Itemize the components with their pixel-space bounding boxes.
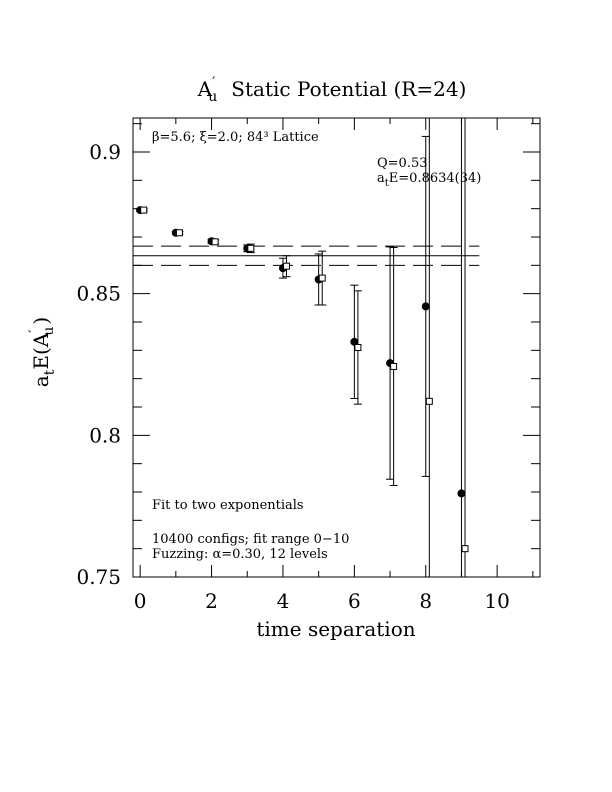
data-point-square xyxy=(140,206,148,214)
data-point-circle xyxy=(350,337,359,346)
data-points xyxy=(136,117,469,577)
y-tick-label: 0.75 xyxy=(76,565,121,589)
data-point-square xyxy=(283,262,291,270)
data-point-square xyxy=(318,274,326,282)
lattice-annotation: β=5.6; ξ=2.0; 84³ Lattice xyxy=(152,130,319,145)
chart-title: A′ u Static Potential (R=24) xyxy=(197,75,467,105)
x-tick-label: 8 xyxy=(419,589,432,613)
data-point-square xyxy=(390,362,398,370)
y-tick-label: 0.85 xyxy=(76,282,121,306)
x-tick-label: 2 xyxy=(205,589,218,613)
fit-band xyxy=(133,245,480,266)
x-tick-label: 4 xyxy=(277,589,290,613)
axis-ticks: 0 2 4 6 8 10 0.75 0.8 0.85 0.9 xyxy=(76,118,540,613)
data-point-square xyxy=(211,238,219,246)
x-tick-label: 10 xyxy=(484,589,509,613)
x-tick-label: 0 xyxy=(134,589,147,613)
plot-frame xyxy=(132,117,541,578)
x-tick-label: 6 xyxy=(348,589,361,613)
energy-annotation: atE=0.8634(34) xyxy=(377,171,481,189)
data-point-square xyxy=(354,344,362,351)
data-point-circle xyxy=(457,489,466,498)
q-annotation: Q=0.53 xyxy=(377,156,428,171)
configs-annotation: 10400 configs; fit range 0−10 xyxy=(152,532,349,547)
y-tick-label: 0.8 xyxy=(89,423,121,447)
data-point-square xyxy=(461,545,469,553)
y-tick-label: 0.9 xyxy=(89,140,121,164)
y-axis-label: atE(A′u) xyxy=(27,317,58,387)
x-axis-label: time separation xyxy=(256,617,415,641)
data-point-circle xyxy=(421,302,430,311)
data-point-square xyxy=(425,397,433,405)
data-point-square xyxy=(175,229,183,237)
fuzzing-annotation: Fuzzing: α=0.30, 12 levels xyxy=(152,547,328,562)
fit-annotation: Fit to two exponentials xyxy=(152,498,304,513)
data-point-square xyxy=(247,244,255,252)
